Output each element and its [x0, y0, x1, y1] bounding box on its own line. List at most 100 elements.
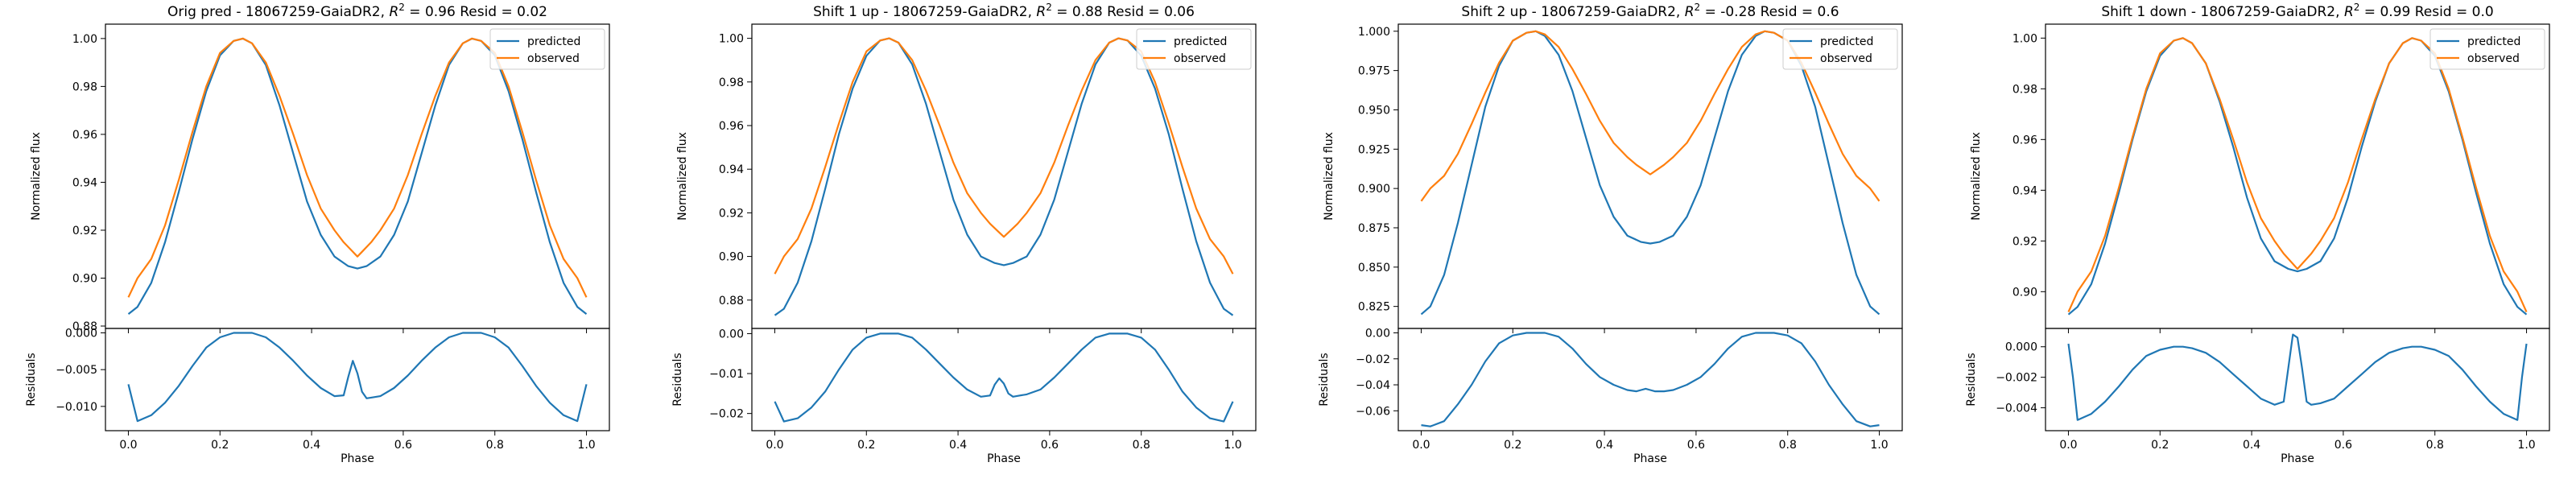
xtick-label: 1.0: [1224, 439, 1241, 452]
xtick-label: 0.0: [766, 439, 783, 452]
legend: predicted observed: [1136, 28, 1252, 70]
series-line-predicted: [1420, 30, 1880, 316]
title-r2-sup: 2: [1695, 2, 1701, 13]
xtick-label: 0.2: [211, 439, 229, 452]
series-line-observed: [774, 37, 1234, 275]
title-resid: Resid = 0.02: [456, 4, 547, 20]
xtick-label: 0.0: [119, 439, 137, 452]
xtick-label: 0.8: [2426, 439, 2444, 452]
flux-ytick-label: 0.825: [1358, 301, 1390, 314]
legend: predicted observed: [2429, 28, 2545, 70]
xtick-label: 0.6: [394, 439, 412, 452]
series-line-residuals: [774, 332, 1234, 423]
flux-ytick-label: 0.92: [719, 207, 744, 220]
title-main: Shift 1 up - 18067259-GaiaDR2,: [813, 4, 1036, 20]
title-resid: Resid = 0.06: [1103, 4, 1195, 20]
residual-y-axis-label: Residuals: [671, 353, 684, 406]
title-main: Shift 2 up - 18067259-GaiaDR2,: [1461, 4, 1684, 20]
subplot-1: Orig pred - 18067259-GaiaDR2, R2 = 0.96 …: [25, 2, 610, 465]
xtick-label: 0.2: [1504, 439, 1521, 452]
legend: predicted observed: [1782, 28, 1898, 70]
title-r2-value: = 0.88: [1052, 4, 1103, 20]
residual-ytick-label: −0.02: [1356, 353, 1390, 366]
residual-ytick-label: −0.010: [56, 401, 97, 414]
chart-title: Orig pred - 18067259-GaiaDR2, R2 = 0.96 …: [167, 2, 547, 20]
legend-label-predicted: predicted: [527, 35, 580, 48]
series-line-residuals: [1421, 332, 1880, 427]
x-axis-label: Phase: [2281, 452, 2314, 465]
series-line-residuals: [2067, 333, 2528, 421]
residual-ytick-label: −0.04: [1356, 379, 1390, 392]
flux-ytick-label: 0.950: [1358, 104, 1390, 117]
residual-ytick-label: −0.02: [709, 408, 744, 421]
flux-ytick-label: 1.00: [719, 33, 744, 46]
residual-ytick-label: −0.06: [1356, 405, 1390, 418]
legend-label-observed: observed: [1820, 52, 1872, 65]
flux-ytick-label: 0.94: [719, 163, 744, 176]
flux-y-axis-label: Normalized flux: [1323, 132, 1335, 221]
xtick-label: 0.4: [303, 439, 320, 452]
title-r2-value: = -0.28: [1700, 4, 1756, 20]
flux-ytick-label: 0.96: [72, 129, 97, 142]
flux-ytick-label: 0.96: [719, 120, 744, 133]
title-r2: R: [1036, 4, 1046, 20]
xtick-label: 0.2: [2151, 439, 2169, 452]
chart-title: Shift 1 up - 18067259-GaiaDR2, R2 = 0.88…: [813, 2, 1195, 20]
x-axis-label: Phase: [987, 452, 1021, 465]
flux-axes-frame: [105, 23, 610, 329]
title-r2-sup: 2: [398, 2, 405, 13]
flux-ytick-label: 0.875: [1358, 222, 1390, 235]
legend-label-predicted: predicted: [1174, 35, 1227, 48]
flux-ytick-label: 0.90: [719, 251, 744, 264]
subplot-3: Shift 2 up - 18067259-GaiaDR2, R2 = -0.2…: [1318, 2, 1903, 465]
title-main: Shift 1 down - 18067259-GaiaDR2,: [2101, 4, 2344, 20]
chart-title: Shift 1 down - 18067259-GaiaDR2, R2 = 0.…: [2101, 2, 2493, 20]
flux-ytick-label: 0.850: [1358, 262, 1390, 275]
xtick-label: 0.6: [1687, 439, 1705, 452]
legend-label-predicted: predicted: [2467, 35, 2520, 48]
residual-ytick-label: 0.00: [1365, 327, 1390, 340]
title-r2-sup: 2: [2354, 2, 2360, 13]
title-r2-value: = 0.96: [405, 4, 456, 20]
xtick-label: 1.0: [577, 439, 595, 452]
legend-label-observed: observed: [527, 52, 580, 65]
flux-axes-frame: [1397, 23, 1903, 329]
residual-y-axis-label: Residuals: [1965, 353, 1978, 406]
residual-axes-frame: [2045, 328, 2550, 431]
xtick-label: 1.0: [2517, 439, 2535, 452]
residual-ytick-label: −0.005: [56, 364, 97, 377]
title-r2: R: [2344, 4, 2354, 20]
subplot-4: Shift 1 down - 18067259-GaiaDR2, R2 = 0.…: [1965, 2, 2550, 465]
xtick-label: 0.4: [1596, 439, 1613, 452]
residual-ytick-label: −0.002: [1996, 372, 2037, 385]
flux-ytick-label: 0.98: [2013, 83, 2037, 96]
title-resid: Resid = 0.0: [2410, 4, 2493, 20]
legend-label-observed: observed: [1174, 52, 1226, 65]
xtick-label: 0.8: [486, 439, 504, 452]
flux-ytick-label: 0.90: [2013, 286, 2037, 299]
flux-ytick-label: 0.92: [72, 225, 97, 237]
residual-ytick-label: −0.004: [1996, 402, 2037, 415]
series-line-predicted: [2067, 37, 2528, 316]
flux-y-axis-label: Normalized flux: [1970, 132, 1983, 221]
flux-y-axis-label: Normalized flux: [30, 132, 43, 221]
xtick-label: 0.4: [2243, 439, 2260, 452]
residual-axes-frame: [751, 328, 1257, 431]
legend-frame: [489, 28, 605, 70]
flux-ytick-label: 0.98: [719, 76, 744, 89]
subplot-2: Shift 1 up - 18067259-GaiaDR2, R2 = 0.88…: [671, 2, 1257, 465]
xtick-label: 0.0: [1412, 439, 1430, 452]
flux-ytick-label: 0.88: [719, 295, 744, 308]
xtick-label: 0.4: [949, 439, 967, 452]
title-r2: R: [1685, 4, 1695, 20]
series-line-residuals: [127, 332, 588, 423]
legend-label-predicted: predicted: [1820, 35, 1873, 48]
legend-frame: [1136, 28, 1252, 70]
flux-ytick-label: 0.975: [1358, 65, 1390, 78]
x-axis-label: Phase: [1633, 452, 1667, 465]
series-line-observed: [127, 37, 588, 298]
xtick-label: 0.8: [1133, 439, 1150, 452]
residual-y-axis-label: Residuals: [1318, 353, 1331, 406]
flux-ytick-label: 0.96: [2013, 134, 2037, 147]
